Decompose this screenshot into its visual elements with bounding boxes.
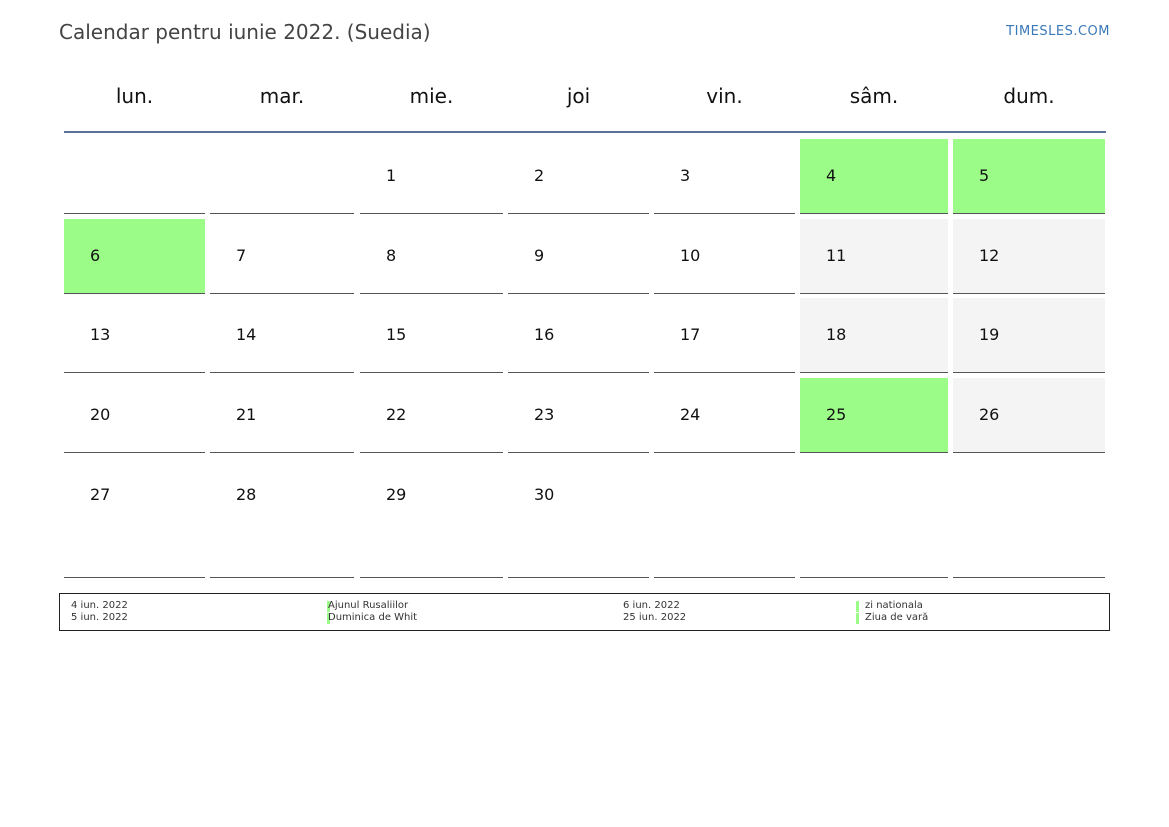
- day-cell[interactable]: 21: [210, 378, 354, 453]
- day-number: 21: [236, 405, 257, 424]
- legend-holiday-name: Ajunul Rusaliilor: [328, 600, 409, 611]
- legend-holiday-name: zi nationala: [865, 600, 923, 611]
- day-number: 24: [680, 405, 701, 424]
- day-number: 14: [236, 325, 257, 344]
- day-cell[interactable]: 22: [360, 378, 503, 453]
- day-number: 11: [826, 246, 847, 265]
- day-cell[interactable]: 28: [210, 458, 354, 578]
- day-number: 6: [90, 246, 101, 265]
- day-cell[interactable]: [210, 139, 354, 214]
- page-title: Calendar pentru iunie 2022. (Suedia): [59, 20, 431, 44]
- day-number: 27: [90, 485, 111, 504]
- legend-date: 4 iun. 2022: [71, 600, 128, 611]
- day-cell[interactable]: 13: [64, 298, 205, 373]
- day-cell[interactable]: 2: [508, 139, 649, 214]
- legend-color-marker: [856, 612, 859, 624]
- weekday-header: mar.: [259, 84, 305, 108]
- day-number: 10: [680, 246, 701, 265]
- day-cell[interactable]: 12: [953, 219, 1105, 294]
- legend-color-marker: [856, 600, 859, 612]
- legend-holiday-name: Duminica de Whit: [328, 612, 418, 623]
- day-cell[interactable]: 10: [654, 219, 795, 294]
- day-cell[interactable]: 27: [64, 458, 205, 578]
- day-cell[interactable]: 25: [800, 378, 948, 453]
- weekday-header: dum.: [1003, 84, 1055, 108]
- header-divider: [64, 131, 1106, 133]
- day-cell[interactable]: 9: [508, 219, 649, 294]
- day-number: 7: [236, 246, 247, 265]
- day-number: 26: [979, 405, 1000, 424]
- day-number: 1: [386, 166, 397, 185]
- legend-holiday-name: Ziua de vară: [865, 612, 929, 623]
- day-number: 15: [386, 325, 407, 344]
- day-cell[interactable]: 7: [210, 219, 354, 294]
- weekday-header: mie.: [409, 84, 454, 108]
- day-cell[interactable]: 8: [360, 219, 503, 294]
- day-cell[interactable]: 1: [360, 139, 503, 214]
- day-number: 3: [680, 166, 691, 185]
- day-cell[interactable]: 29: [360, 458, 503, 578]
- day-cell[interactable]: [654, 458, 795, 578]
- legend-color-marker: [327, 612, 330, 624]
- day-number: 20: [90, 405, 111, 424]
- day-number: 9: [534, 246, 545, 265]
- day-number: 8: [386, 246, 397, 265]
- day-cell[interactable]: 5: [953, 139, 1105, 214]
- day-number: 5: [979, 166, 990, 185]
- day-cell[interactable]: 11: [800, 219, 948, 294]
- day-number: 16: [534, 325, 555, 344]
- day-cell[interactable]: 6: [64, 219, 205, 294]
- legend-date: 6 iun. 2022: [623, 600, 680, 611]
- legend-color-marker: [327, 600, 330, 612]
- day-number: 22: [386, 405, 407, 424]
- day-number: 2: [534, 166, 545, 185]
- site-link[interactable]: TIMESLES.COM: [1006, 24, 1110, 39]
- day-cell[interactable]: 18: [800, 298, 948, 373]
- day-cell[interactable]: [64, 139, 205, 214]
- day-cell[interactable]: 4: [800, 139, 948, 214]
- day-number: 23: [534, 405, 555, 424]
- weekday-header: vin.: [706, 84, 743, 108]
- day-cell[interactable]: 3: [654, 139, 795, 214]
- day-cell[interactable]: 20: [64, 378, 205, 453]
- day-cell[interactable]: 24: [654, 378, 795, 453]
- holiday-legend: 4 iun. 2022 Ajunul Rusaliilor 5 iun. 2022 D…: [59, 593, 1110, 631]
- day-number: 28: [236, 485, 257, 504]
- day-number: 19: [979, 325, 1000, 344]
- day-number: 4: [826, 166, 837, 185]
- day-cell[interactable]: 16: [508, 298, 649, 373]
- day-cell[interactable]: [800, 458, 948, 578]
- day-cell[interactable]: 23: [508, 378, 649, 453]
- day-number: 13: [90, 325, 111, 344]
- day-cell[interactable]: 30: [508, 458, 649, 578]
- weekday-header: lun.: [115, 84, 154, 108]
- day-cell[interactable]: [953, 458, 1105, 578]
- legend-date: 5 iun. 2022: [71, 612, 128, 623]
- day-number: 29: [386, 485, 407, 504]
- weekday-header: sâm.: [849, 84, 899, 108]
- day-cell[interactable]: 14: [210, 298, 354, 373]
- day-number: 30: [534, 485, 555, 504]
- day-cell[interactable]: 19: [953, 298, 1105, 373]
- day-number: 18: [826, 325, 847, 344]
- day-number: 25: [826, 405, 847, 424]
- day-cell[interactable]: 17: [654, 298, 795, 373]
- day-number: 12: [979, 246, 1000, 265]
- weekday-header-row: lun. mar. mie. joi vin. sâm. dum.: [59, 84, 1110, 114]
- day-cell[interactable]: 15: [360, 298, 503, 373]
- legend-date: 25 iun. 2022: [623, 612, 687, 623]
- day-cell[interactable]: 26: [953, 378, 1105, 453]
- weekday-header: joi: [566, 84, 591, 108]
- day-number: 17: [680, 325, 701, 344]
